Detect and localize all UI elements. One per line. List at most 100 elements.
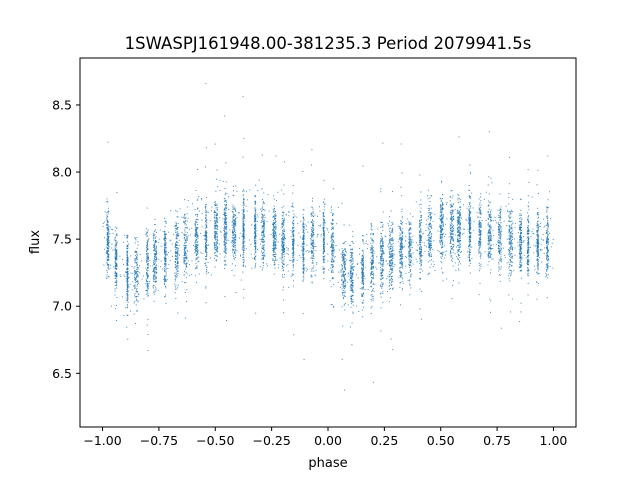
data-point xyxy=(164,257,166,259)
data-point xyxy=(127,301,129,303)
data-point xyxy=(442,202,444,204)
data-point xyxy=(381,245,382,247)
data-point xyxy=(147,270,149,272)
data-point xyxy=(186,245,188,247)
data-point xyxy=(263,255,265,257)
data-point xyxy=(442,221,444,223)
data-point xyxy=(451,229,453,231)
data-point xyxy=(135,299,137,301)
data-point xyxy=(196,242,198,244)
data-point xyxy=(108,246,110,248)
data-point xyxy=(330,246,332,248)
data-point xyxy=(175,276,177,278)
data-point xyxy=(312,227,314,229)
data-point xyxy=(106,259,108,261)
data-point xyxy=(330,229,332,231)
data-point xyxy=(195,244,197,246)
data-point xyxy=(282,211,284,213)
data-point xyxy=(214,243,216,245)
data-point xyxy=(390,264,392,266)
data-point xyxy=(216,248,218,250)
data-point xyxy=(312,261,314,263)
data-point xyxy=(153,239,155,241)
data-point xyxy=(429,245,431,247)
data-point xyxy=(273,226,275,228)
data-point xyxy=(126,274,128,276)
data-point xyxy=(243,194,245,196)
data-point xyxy=(196,215,198,217)
data-point xyxy=(428,210,430,212)
data-point xyxy=(441,252,443,254)
data-point xyxy=(184,292,186,293)
data-point xyxy=(450,236,452,238)
data-point xyxy=(351,272,353,274)
data-point xyxy=(155,281,157,283)
data-point xyxy=(154,278,156,280)
data-point xyxy=(127,278,129,280)
data-point xyxy=(391,227,393,229)
data-point xyxy=(282,237,284,239)
data-point xyxy=(371,240,373,242)
data-point xyxy=(224,233,226,235)
data-point xyxy=(292,267,294,269)
data-point xyxy=(272,230,274,232)
data-point xyxy=(127,246,129,248)
data-point xyxy=(402,231,404,233)
data-point xyxy=(234,224,236,226)
data-point xyxy=(272,231,274,233)
data-point xyxy=(392,240,394,242)
data-point xyxy=(225,192,227,194)
data-point xyxy=(401,245,403,247)
data-point xyxy=(408,247,410,249)
data-point xyxy=(361,272,363,274)
data-point xyxy=(242,246,244,248)
data-point xyxy=(420,216,422,218)
data-point xyxy=(351,264,353,266)
data-point xyxy=(452,233,454,235)
data-point xyxy=(233,240,235,242)
data-point xyxy=(312,234,314,236)
data-point xyxy=(205,227,207,229)
data-point xyxy=(362,309,364,311)
data-point xyxy=(226,320,228,322)
data-point xyxy=(419,242,421,244)
data-point xyxy=(215,211,217,213)
data-point xyxy=(232,249,234,251)
data-point xyxy=(254,238,256,240)
data-point xyxy=(205,211,207,213)
data-point xyxy=(225,264,227,266)
data-point xyxy=(292,205,294,207)
data-point xyxy=(196,245,198,247)
data-point xyxy=(262,206,264,208)
data-point xyxy=(332,226,334,228)
data-point xyxy=(213,245,215,247)
data-point xyxy=(342,255,344,257)
data-point xyxy=(281,257,283,259)
data-point xyxy=(282,242,284,244)
data-point xyxy=(283,184,285,186)
data-point xyxy=(116,242,118,244)
data-point xyxy=(392,245,394,247)
data-point xyxy=(302,313,304,315)
data-point xyxy=(323,211,325,213)
data-point xyxy=(351,288,353,290)
data-point xyxy=(224,247,226,249)
data-point xyxy=(127,244,129,246)
data-point xyxy=(254,257,256,259)
data-point xyxy=(428,223,430,225)
data-point xyxy=(176,250,178,252)
data-point xyxy=(153,293,155,295)
data-point xyxy=(225,209,227,211)
data-point xyxy=(115,259,117,261)
data-point xyxy=(451,247,453,249)
data-point xyxy=(175,225,177,227)
data-point xyxy=(409,258,411,260)
data-point xyxy=(331,264,333,266)
data-point xyxy=(196,221,198,223)
data-point xyxy=(420,237,422,239)
data-point xyxy=(370,233,372,234)
data-point xyxy=(146,268,148,270)
data-point xyxy=(137,268,139,270)
data-point xyxy=(107,238,109,240)
data-point xyxy=(194,242,196,244)
